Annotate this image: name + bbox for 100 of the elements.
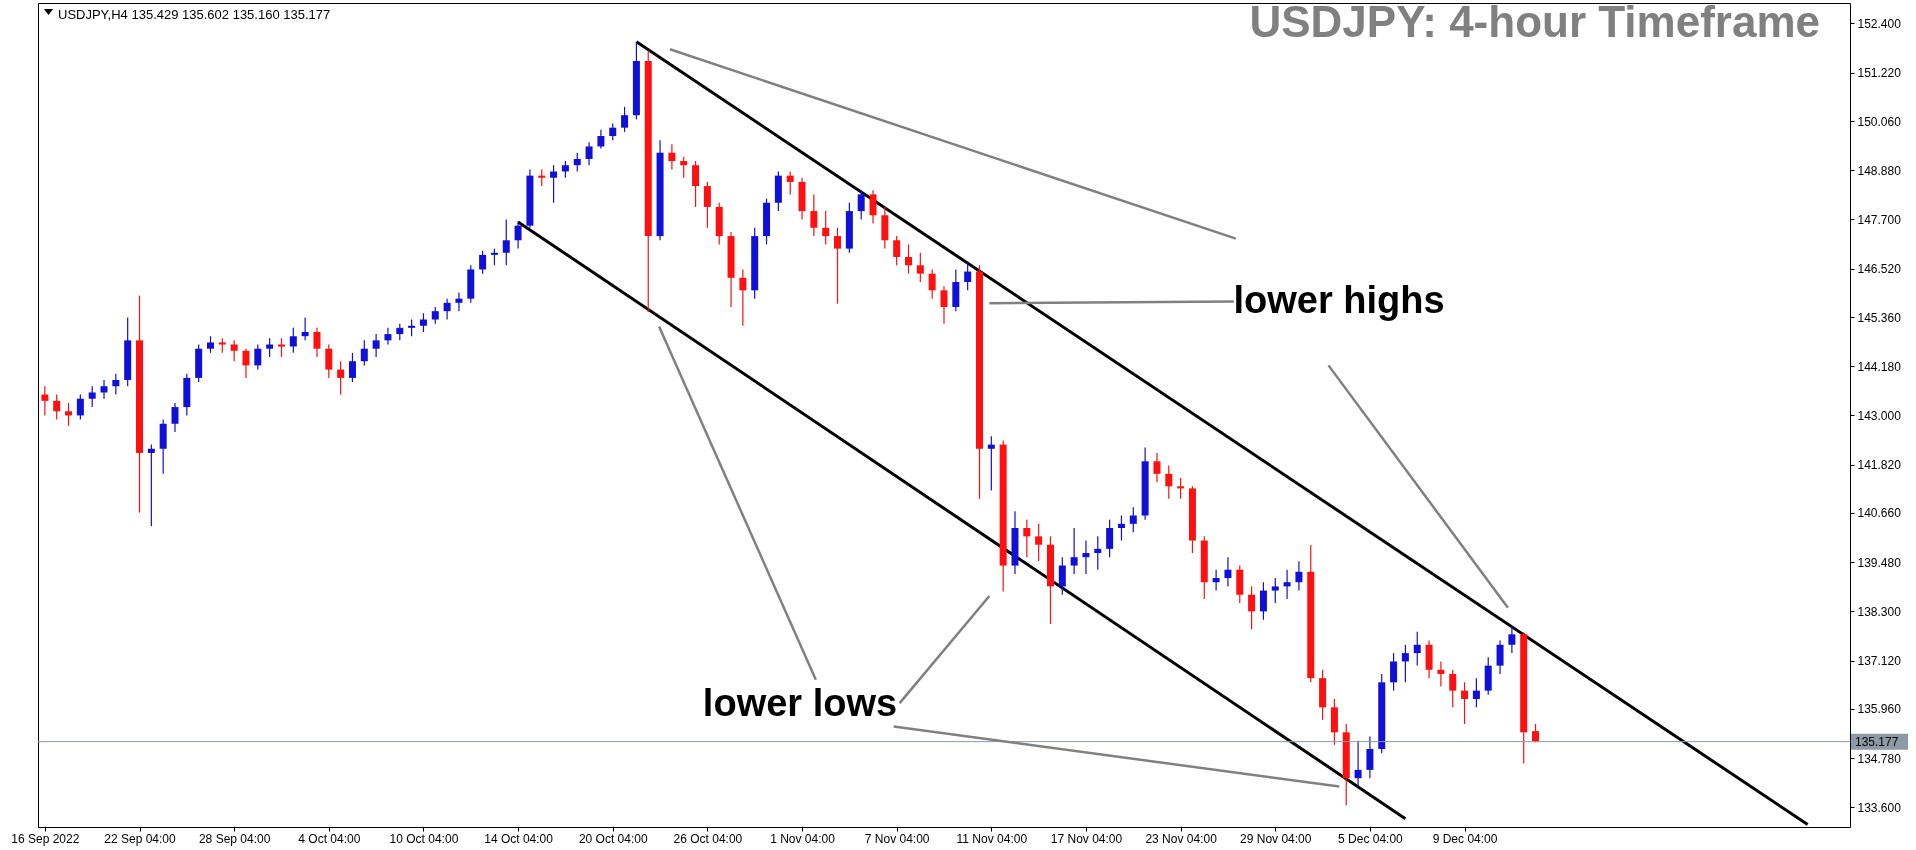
candlestick [964, 260, 972, 291]
candlestick [1390, 652, 1398, 692]
candlestick [455, 291, 463, 312]
candlestick [419, 312, 427, 333]
candlestick [502, 218, 510, 266]
candlestick [348, 352, 356, 383]
x-tick-label: 17 Nov 04:00 [1050, 831, 1123, 846]
x-tick-label: 9 Dec 04:00 [1432, 831, 1498, 846]
candlestick [88, 385, 96, 408]
candlestick [1437, 660, 1445, 688]
candlestick [1094, 535, 1102, 571]
y-tick-label: 144.180 [1857, 359, 1902, 374]
candlestick [1472, 677, 1480, 708]
candlestick [443, 298, 451, 321]
candlestick [668, 143, 676, 170]
x-tick-label: 28 Sep 04:00 [198, 831, 271, 846]
candlestick [325, 343, 333, 379]
candlestick [384, 327, 392, 346]
candlestick [1058, 556, 1066, 596]
candlestick [822, 210, 830, 246]
candlestick [987, 435, 995, 492]
x-tick-label: 26 Oct 04:00 [673, 831, 743, 846]
y-tick-label: 133.600 [1857, 800, 1902, 815]
candlestick [171, 402, 179, 433]
y-tick-label: 143.000 [1857, 408, 1902, 423]
candlestick [100, 379, 108, 400]
candlestick [230, 339, 238, 362]
candlestick [1283, 569, 1291, 600]
candlestick [76, 393, 84, 421]
chart-title: USDJPY: 4-hour Timeframe [1249, 0, 1820, 46]
candlestick [1177, 477, 1185, 500]
x-tick-label: 29 Nov 04:00 [1240, 831, 1312, 846]
x-tick-label: 11 Nov 04:00 [956, 831, 1028, 846]
candlestick [1224, 556, 1232, 587]
ref-line-label: 135.177 [1855, 734, 1899, 749]
candlestick [1035, 523, 1043, 562]
candlestick [360, 339, 368, 366]
candlestick [1449, 669, 1457, 708]
x-tick-label: 16 Sep 2022 [11, 831, 80, 846]
candlestick [810, 193, 818, 237]
candlestick [893, 235, 901, 266]
x-tick-label: 1 Nov 04:00 [770, 831, 836, 846]
y-tick-label: 134.780 [1857, 751, 1902, 766]
candlestick [479, 250, 487, 275]
candlestick [916, 252, 924, 283]
candlestick [692, 160, 700, 208]
y-tick-label: 151.220 [1857, 66, 1902, 81]
candlestick [1212, 569, 1220, 592]
candlestick [1070, 527, 1078, 575]
candlestick [1106, 519, 1114, 558]
candlestick [1461, 681, 1469, 725]
annotation: lower highs [1233, 279, 1445, 321]
candlestick [242, 348, 250, 379]
candlestick [869, 189, 877, 225]
annotation: lower lows [702, 682, 898, 724]
candlestick [928, 268, 936, 300]
x-tick-label: 20 Oct 04:00 [578, 831, 648, 846]
y-tick-label: 139.480 [1857, 555, 1902, 570]
candlestick [940, 285, 948, 325]
candlestick [905, 243, 913, 275]
candlestick [1295, 560, 1303, 592]
candlestick [372, 333, 380, 358]
candlestick [680, 156, 688, 179]
y-tick-label: 145.360 [1857, 310, 1902, 325]
candlestick [112, 373, 120, 396]
x-tick-label: 7 Nov 04:00 [864, 831, 930, 846]
candlestick [514, 220, 522, 250]
candlestick [573, 152, 581, 173]
candlestick [289, 327, 297, 354]
y-tick-label: 152.400 [1857, 16, 1902, 31]
x-tick-label: 10 Oct 04:00 [389, 831, 459, 846]
candlestick [266, 337, 274, 358]
annotation: USDJPY,H4 135.429 135.602 135.160 135.177 [58, 7, 331, 22]
candlestick [1082, 539, 1090, 575]
candlestick [277, 337, 285, 358]
candlestick [857, 189, 865, 221]
candlestick [1271, 577, 1279, 604]
y-tick-label: 140.660 [1857, 506, 1902, 521]
candlestick [1117, 514, 1125, 542]
candlestick [597, 129, 605, 150]
x-tick-label: 5 Dec 04:00 [1338, 831, 1404, 846]
candlestick [313, 327, 321, 358]
x-tick-label: 4 Oct 04:00 [298, 831, 361, 846]
candlestick [786, 170, 794, 195]
candlestick [41, 385, 49, 417]
candlestick [1023, 519, 1031, 558]
candlestick [254, 343, 262, 371]
y-tick-label: 141.820 [1857, 458, 1902, 473]
candlestick [834, 227, 842, 305]
candlestick [703, 181, 711, 229]
candlestick [53, 393, 61, 421]
candlestick [1366, 735, 1374, 779]
candlestick [621, 106, 629, 133]
candlestick [337, 360, 345, 396]
candlestick [1508, 625, 1516, 654]
x-tick-label: 22 Sep 04:00 [104, 831, 177, 846]
x-tick-label: 23 Nov 04:00 [1145, 831, 1218, 846]
candlestick [550, 164, 558, 204]
y-tick-label: 137.120 [1857, 654, 1902, 669]
y-tick-label: 150.060 [1857, 114, 1902, 129]
